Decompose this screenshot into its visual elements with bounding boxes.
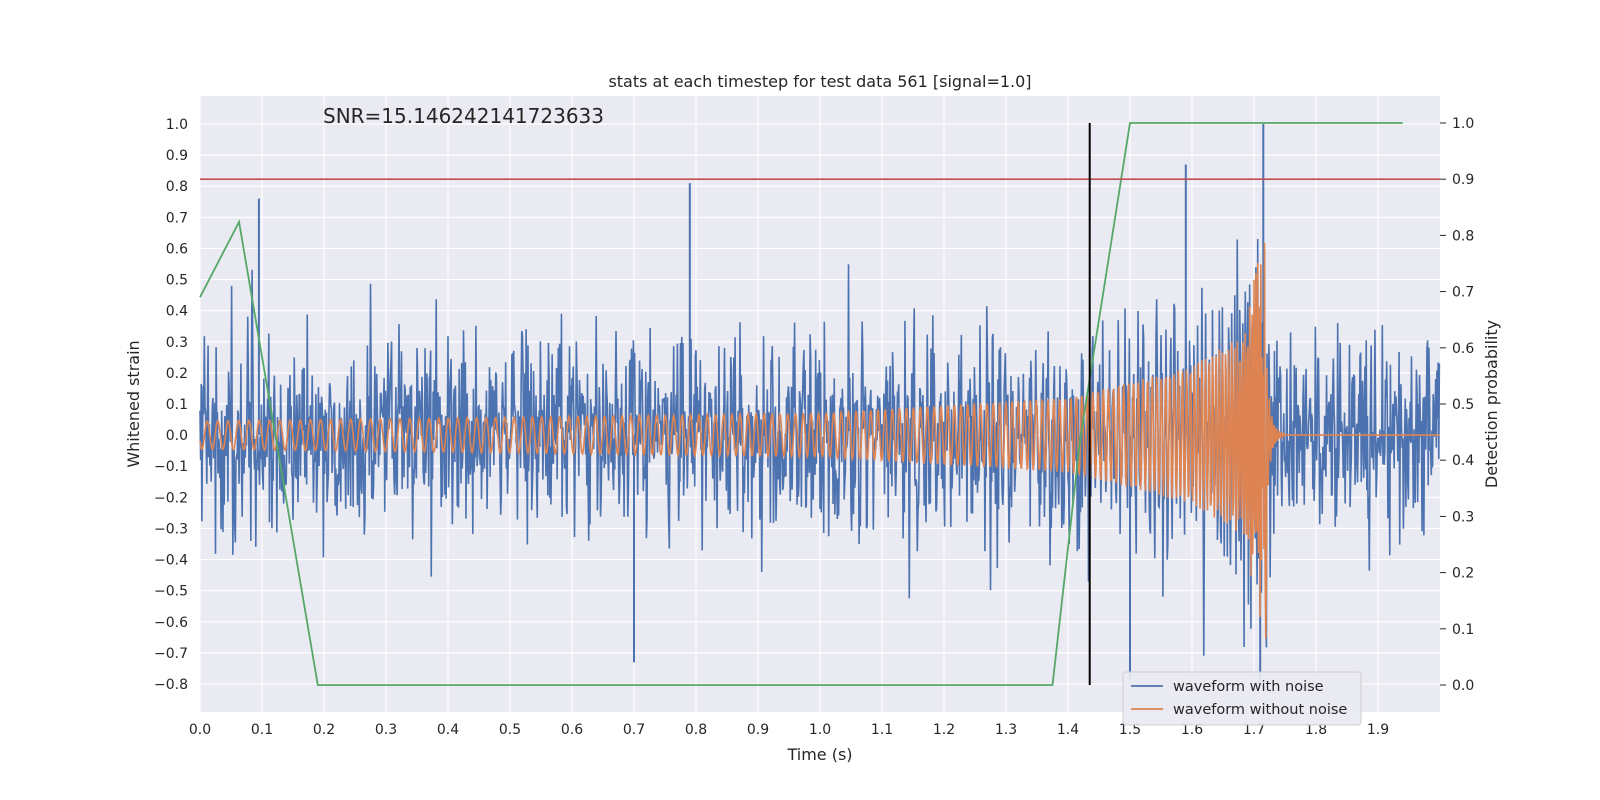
y-tick-label: 0.4 (166, 304, 188, 320)
y-tick-label: 0.0 (166, 428, 188, 444)
legend-label-waveform-without-noise: waveform without noise (1173, 702, 1347, 718)
y-tick-label: −0.7 (154, 646, 188, 662)
x-tick-label: 0.0 (189, 722, 211, 738)
overlays (200, 122, 1440, 686)
legend: waveform with noise waveform without noi… (1122, 671, 1362, 726)
x-tick-label: 1.4 (1057, 722, 1079, 738)
y-tick-label: −0.4 (154, 553, 188, 569)
series-waveform-without-noise (199, 242, 1440, 639)
y2-tick-label: 0.4 (1452, 453, 1474, 469)
series-detection-probability (199, 122, 1403, 686)
y2-tick-label: 1.0 (1452, 116, 1474, 132)
y-tick-label: 0.3 (166, 335, 188, 351)
x-tick-label: 1.7 (1243, 722, 1265, 738)
y2-tick-label: 0.8 (1452, 228, 1474, 244)
x-axis-label: Time (s) (786, 745, 852, 764)
line-detection-probability (199, 122, 1403, 686)
x-tick-label: 1.0 (809, 722, 831, 738)
y-tick-label: −0.3 (154, 521, 188, 537)
y-tick-label: 0.6 (166, 241, 188, 257)
x-tick-label: 1.8 (1305, 722, 1327, 738)
y-axis-label: Whitened strain (124, 340, 143, 467)
x-tick-label: 0.7 (623, 722, 645, 738)
y-tick-label: 0.9 (166, 148, 188, 164)
snr-annotation: SNR=15.146242141723633 (323, 104, 604, 128)
x-tick-label: 1.5 (1119, 722, 1141, 738)
y2-tick-label: 0.6 (1452, 341, 1474, 357)
y-tick-label: −0.6 (154, 615, 188, 631)
legend-box (1122, 671, 1362, 726)
y2-axis-ticks: 1.0 0.9 0.8 0.7 0.6 0.5 0.4 0.3 0.2 0.1 0.0 (1440, 116, 1474, 694)
y-tick-label: 0.5 (166, 273, 188, 289)
y2-tick-label: 0.0 (1452, 678, 1474, 694)
x-tick-label: 0.3 (375, 722, 397, 738)
x-tick-label: 0.8 (685, 722, 707, 738)
x-tick-label: 0.4 (437, 722, 459, 738)
y2-tick-label: 0.9 (1452, 172, 1474, 188)
x-tick-label: 0.2 (313, 722, 335, 738)
chart-title: stats at each timestep for test data 561… (608, 72, 1031, 91)
x-tick-label: 1.2 (933, 722, 955, 738)
y-tick-label: 0.2 (166, 366, 188, 382)
y2-tick-label: 0.2 (1452, 566, 1474, 582)
y-tick-label: 0.7 (166, 210, 188, 226)
y2-tick-label: 0.1 (1452, 622, 1474, 638)
x-tick-label: 1.3 (995, 722, 1017, 738)
x-tick-label: 0.1 (251, 722, 273, 738)
y-axis-ticks: 1.0 0.9 0.8 0.7 0.6 0.5 0.4 0.3 0.2 0.1 0.0 −0.1 −0.… (154, 117, 188, 693)
y-tick-label: −0.8 (154, 677, 188, 693)
x-tick-label: 1.6 (1181, 722, 1203, 738)
y-tick-label: 0.8 (166, 179, 188, 195)
y2-tick-label: 0.7 (1452, 285, 1474, 301)
y-tick-label: −0.2 (154, 490, 188, 506)
y2-tick-label: 0.3 (1452, 509, 1474, 525)
legend-label-waveform-with-noise: waveform with noise (1173, 679, 1324, 695)
y2-axis-label: Detection probability (1482, 320, 1501, 488)
y-tick-label: 1.0 (166, 117, 188, 133)
y-tick-label: −0.5 (154, 584, 188, 600)
x-tick-label: 0.6 (561, 722, 583, 738)
y-tick-label: 0.1 (166, 397, 188, 413)
x-tick-label: 1.9 (1367, 722, 1389, 738)
y2-tick-label: 0.5 (1452, 397, 1474, 413)
x-axis-ticks: 0.0 0.1 0.2 0.3 0.4 0.5 0.6 0.7 0.8 0.9 1.0 1.1 1.2 1… (189, 722, 1389, 738)
x-tick-label: 0.9 (747, 722, 769, 738)
line-waveform-without-noise (199, 242, 1440, 639)
y-tick-label: −0.1 (154, 459, 188, 475)
x-tick-label: 0.5 (499, 722, 521, 738)
x-tick-label: 1.1 (871, 722, 893, 738)
